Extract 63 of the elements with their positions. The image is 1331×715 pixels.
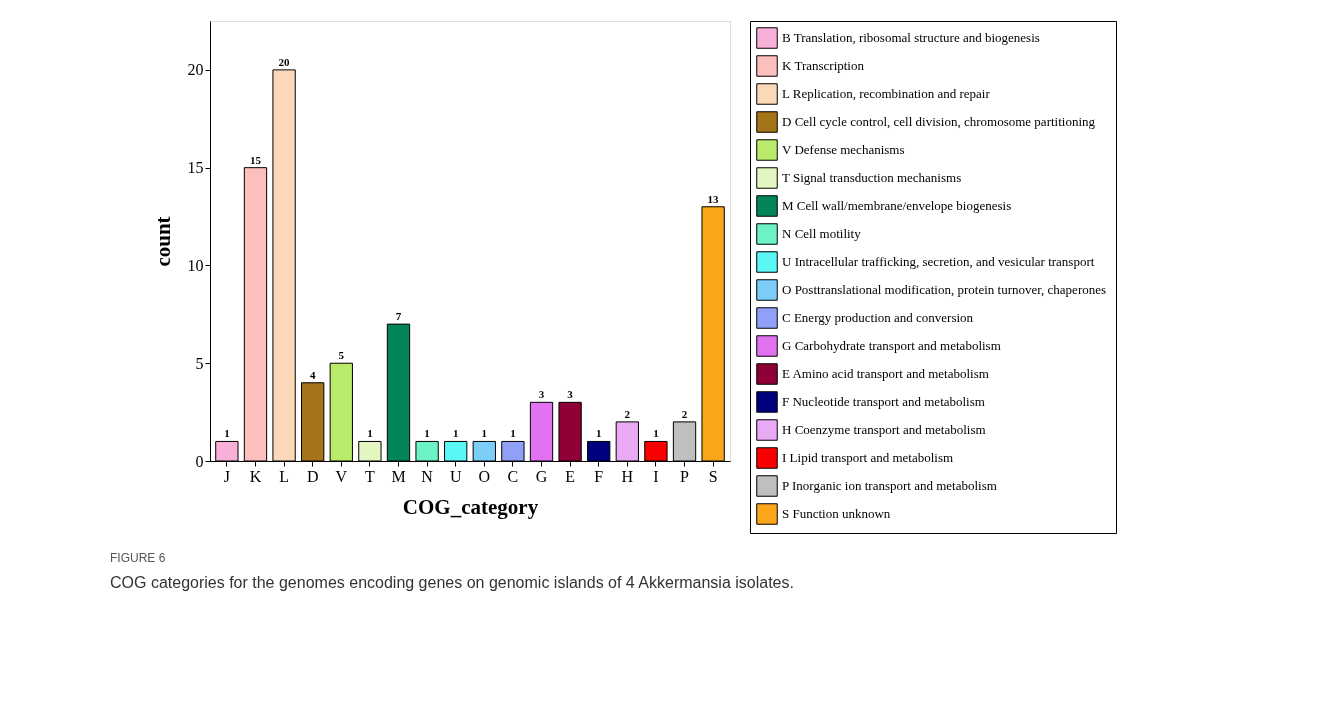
data-label: 7 xyxy=(395,310,402,323)
y-tick-label: 15 xyxy=(187,159,204,177)
data-label: 1 xyxy=(595,427,602,440)
legend-label: I Lipid transport and metabolism xyxy=(782,450,954,465)
y-axis-title: count xyxy=(150,216,175,267)
data-label: 1 xyxy=(481,427,488,440)
caption: FIGURE 6 xyxy=(110,551,166,565)
legend-label: F Nucleotide transport and metabolism xyxy=(782,394,985,409)
x-tick-label: I xyxy=(653,467,659,485)
y-tick-label: 0 xyxy=(195,452,204,470)
data-label: 5 xyxy=(338,349,345,362)
legend-label: G Carbohydrate transport and metabolism xyxy=(782,338,1001,353)
legend-label: B Translation, ribosomal structure and biogenesis xyxy=(782,30,1040,45)
y-tick-label: 5 xyxy=(195,354,204,372)
legend-label: E Amino acid transport and metabolism xyxy=(782,366,989,381)
data-label: 1 xyxy=(510,427,516,440)
data-label: 1 xyxy=(424,427,430,440)
x-tick-label: M xyxy=(391,467,406,485)
data-label: 13 xyxy=(707,192,720,205)
legend-label: L Replication, recombination and repair xyxy=(782,86,991,101)
x-tick-label: L xyxy=(279,467,289,485)
x-tick-label: N xyxy=(421,467,434,485)
legend-label: S Function unknown xyxy=(782,506,891,521)
data-label: 1 xyxy=(224,427,230,440)
data-label: 4 xyxy=(309,368,316,381)
x-tick-label: U xyxy=(449,467,462,485)
legend-label: V Defense mechanisms xyxy=(782,142,905,157)
x-tick-label: E xyxy=(565,467,575,485)
legend-label: N Cell motility xyxy=(782,226,862,241)
x-tick-label: H xyxy=(621,467,634,485)
x-tick-label: C xyxy=(507,467,519,485)
data-label: 1 xyxy=(367,427,373,440)
data-label: 3 xyxy=(538,388,545,401)
data-label: 2 xyxy=(624,407,631,420)
x-tick-label: G xyxy=(535,467,548,485)
legend-label: T Signal transduction mechanisms xyxy=(782,170,962,185)
legend-label: P Inorganic ion transport and metabolism xyxy=(782,478,997,493)
data-label: 2 xyxy=(681,407,688,420)
data-label: 1 xyxy=(653,427,659,440)
legend-label: M Cell wall/membrane/envelope biogenesis xyxy=(782,198,1012,213)
legend-label: U Intracellular trafficking, secretion, and vesicular transport xyxy=(782,254,1095,269)
data-label: 15 xyxy=(249,153,262,166)
legend-label: K Transcription xyxy=(782,58,865,73)
y-tick-label: 10 xyxy=(187,256,204,274)
x-tick-label: P xyxy=(680,467,690,485)
x-tick-label: O xyxy=(478,467,491,485)
data-label: 1 xyxy=(452,427,459,440)
x-tick-label: K xyxy=(249,467,262,485)
legend-label: D Cell cycle control, cell division, chromosome partitioning xyxy=(782,114,1096,129)
x-tick-label: V xyxy=(335,467,348,485)
text: COG categories for the genomes encoding genes on genomic islands of 4 Akkermansia isolates. xyxy=(110,574,794,591)
x-tick-label: J xyxy=(223,467,230,485)
x-tick-label: T xyxy=(365,467,375,485)
x-tick-label: S xyxy=(708,467,718,485)
legend-label: H Coenzyme transport and metabolism xyxy=(782,422,986,437)
data-label: 20 xyxy=(278,55,291,68)
x-tick-label: D xyxy=(306,467,319,485)
x-tick-label: F xyxy=(594,467,604,485)
x-axis-title: COG_category xyxy=(402,494,539,519)
legend-label: C Energy production and conversion xyxy=(782,310,974,325)
data-label: 3 xyxy=(567,388,574,401)
y-tick-label: 20 xyxy=(187,61,204,79)
legend-label: O Posttranslational modification, protein turnover, chaperones xyxy=(782,282,1107,297)
